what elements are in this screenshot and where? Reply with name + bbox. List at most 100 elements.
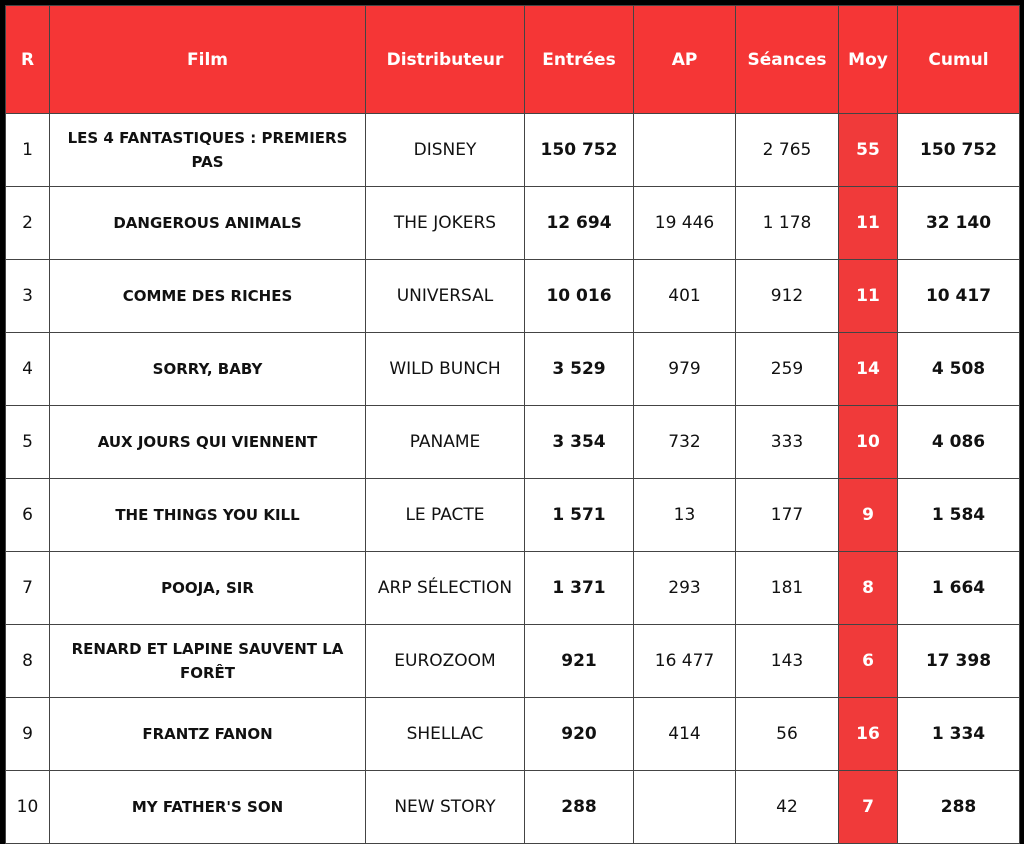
- screenings-cell: 912: [735, 259, 839, 333]
- previews-cell: 401: [633, 259, 736, 333]
- table-row: 8 RENARD ET LAPINE SAUVENT LA FORÊT EUROZO…: [5, 624, 1020, 698]
- film-title-cell: COMME DES RICHES: [49, 259, 366, 333]
- table-row: 5 AUX JOURS QUI VIENNENT PANAME 3 354 732 333…: [5, 405, 1020, 479]
- distributor-cell: UNIVERSAL: [365, 259, 525, 333]
- admissions-cell: 920: [524, 697, 634, 771]
- cumulative-cell: 288: [897, 770, 1020, 844]
- average-cell: 16: [838, 697, 898, 771]
- film-title-cell: FRANTZ FANON: [49, 697, 366, 771]
- cumulative-cell: 32 140: [897, 186, 1020, 260]
- admissions-cell: 288: [524, 770, 634, 844]
- cumulative-cell: 1 584: [897, 478, 1020, 552]
- admissions-cell: 1 371: [524, 551, 634, 625]
- film-title-cell: DANGEROUS ANIMALS: [49, 186, 366, 260]
- rank-cell: 2: [5, 186, 50, 260]
- screenings-cell: 1 178: [735, 186, 839, 260]
- film-title-cell: SORRY, BABY: [49, 332, 366, 406]
- cumulative-cell: 1 334: [897, 697, 1020, 771]
- screenings-cell: 177: [735, 478, 839, 552]
- film-title-cell: THE THINGS YOU KILL: [49, 478, 366, 552]
- previews-cell: 19 446: [633, 186, 736, 260]
- film-title-cell: MY FATHER'S SON: [49, 770, 366, 844]
- admissions-cell: 3 354: [524, 405, 634, 479]
- distributor-cell: ARP SÉLECTION: [365, 551, 525, 625]
- previews-cell: 293: [633, 551, 736, 625]
- column-header: Moy: [838, 5, 898, 114]
- rank-cell: 9: [5, 697, 50, 771]
- admissions-cell: 921: [524, 624, 634, 698]
- table-row: 6 THE THINGS YOU KILL LE PACTE 1 571 13 177 9 1…: [5, 478, 1020, 552]
- film-title-cell: LES 4 FANTASTIQUES : PREMIERS PAS: [49, 113, 366, 187]
- table-row: 4 SORRY, BABY WILD BUNCH 3 529 979 259 14 4 508: [5, 332, 1020, 406]
- header-row: R Film Distributeur Entrées AP Séances Moy Cumu…: [5, 5, 1020, 114]
- column-header: Distributeur: [365, 5, 525, 114]
- rank-cell: 4: [5, 332, 50, 406]
- column-header: AP: [633, 5, 736, 114]
- average-cell: 7: [838, 770, 898, 844]
- table-row: 3 COMME DES RICHES UNIVERSAL 10 016 401 912 11…: [5, 259, 1020, 333]
- screenings-cell: 259: [735, 332, 839, 406]
- screenings-cell: 2 765: [735, 113, 839, 187]
- distributor-cell: SHELLAC: [365, 697, 525, 771]
- film-title-cell: AUX JOURS QUI VIENNENT: [49, 405, 366, 479]
- screenings-cell: 42: [735, 770, 839, 844]
- previews-cell: 414: [633, 697, 736, 771]
- average-cell: 11: [838, 259, 898, 333]
- cumulative-cell: 10 417: [897, 259, 1020, 333]
- film-title-cell: POOJA, SIR: [49, 551, 366, 625]
- previews-cell: [633, 113, 736, 187]
- cumulative-cell: 4 086: [897, 405, 1020, 479]
- cumulative-cell: 4 508: [897, 332, 1020, 406]
- distributor-cell: THE JOKERS: [365, 186, 525, 260]
- distributor-cell: PANAME: [365, 405, 525, 479]
- column-header: Entrées: [524, 5, 634, 114]
- rank-cell: 7: [5, 551, 50, 625]
- average-cell: 55: [838, 113, 898, 187]
- column-header: Cumul: [897, 5, 1020, 114]
- average-cell: 11: [838, 186, 898, 260]
- table-row: 1 LES 4 FANTASTIQUES : PREMIERS PAS DISNEY…: [5, 113, 1020, 187]
- rank-cell: 10: [5, 770, 50, 844]
- previews-cell: 16 477: [633, 624, 736, 698]
- distributor-cell: DISNEY: [365, 113, 525, 187]
- table-row: 7 POOJA, SIR ARP SÉLECTION 1 371 293 181 8 1 66…: [5, 551, 1020, 625]
- average-cell: 14: [838, 332, 898, 406]
- rank-cell: 8: [5, 624, 50, 698]
- distributor-cell: EUROZOOM: [365, 624, 525, 698]
- screenings-cell: 143: [735, 624, 839, 698]
- average-cell: 9: [838, 478, 898, 552]
- rank-cell: 3: [5, 259, 50, 333]
- previews-cell: 13: [633, 478, 736, 552]
- rank-cell: 6: [5, 478, 50, 552]
- average-cell: 8: [838, 551, 898, 625]
- admissions-cell: 150 752: [524, 113, 634, 187]
- admissions-cell: 3 529: [524, 332, 634, 406]
- rank-cell: 5: [5, 405, 50, 479]
- column-header: R: [5, 5, 50, 114]
- admissions-cell: 10 016: [524, 259, 634, 333]
- distributor-cell: LE PACTE: [365, 478, 525, 552]
- box-office-table: R Film Distributeur Entrées AP Séances Moy Cumu…: [5, 5, 1020, 844]
- table-row: 10 MY FATHER'S SON NEW STORY 288 42 7 288: [5, 770, 1020, 844]
- distributor-cell: NEW STORY: [365, 770, 525, 844]
- cumulative-cell: 1 664: [897, 551, 1020, 625]
- table-body: 1 LES 4 FANTASTIQUES : PREMIERS PAS DISNEY…: [5, 113, 1020, 844]
- average-cell: 6: [838, 624, 898, 698]
- table-row: 2 DANGEROUS ANIMALS THE JOKERS 12 694 19 446…: [5, 186, 1020, 260]
- previews-cell: 979: [633, 332, 736, 406]
- average-cell: 10: [838, 405, 898, 479]
- column-header: Séances: [735, 5, 839, 114]
- previews-cell: 732: [633, 405, 736, 479]
- table-row: 9 FRANTZ FANON SHELLAC 920 414 56 16 1 334: [5, 697, 1020, 771]
- cumulative-cell: 17 398: [897, 624, 1020, 698]
- screenings-cell: 181: [735, 551, 839, 625]
- screenings-cell: 333: [735, 405, 839, 479]
- cumulative-cell: 150 752: [897, 113, 1020, 187]
- previews-cell: [633, 770, 736, 844]
- rank-cell: 1: [5, 113, 50, 187]
- screenings-cell: 56: [735, 697, 839, 771]
- admissions-cell: 1 571: [524, 478, 634, 552]
- film-title-cell: RENARD ET LAPINE SAUVENT LA FORÊT: [49, 624, 366, 698]
- column-header: Film: [49, 5, 366, 114]
